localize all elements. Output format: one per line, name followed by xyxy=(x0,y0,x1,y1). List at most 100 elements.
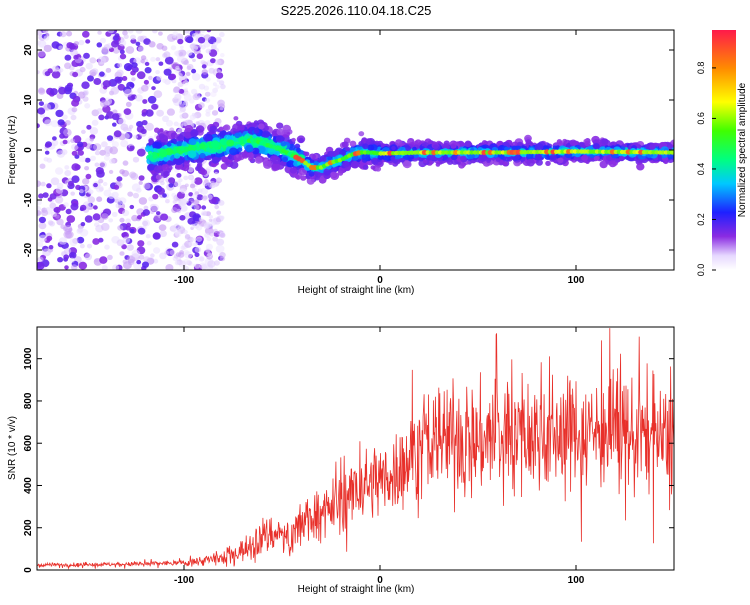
spectrogram-point-108 xyxy=(101,141,108,148)
spectrogram-point-968 xyxy=(192,263,196,267)
spectrogram-point-3224 xyxy=(341,141,349,148)
spectrogram-point-779 xyxy=(41,209,49,217)
spectrogram-y-label: Frequency (Hz) xyxy=(7,116,18,185)
spectrogram-point-424 xyxy=(142,99,148,104)
spectrogram-point-1032 xyxy=(206,236,212,242)
spectrogram-point-852 xyxy=(96,108,103,114)
spectrogram-point-656 xyxy=(123,108,132,115)
spectrogram-point-3617 xyxy=(495,157,501,162)
spectrogram-point-1037 xyxy=(192,58,196,62)
spectrogram-point-661 xyxy=(70,203,79,211)
spectrogram-point-3589 xyxy=(367,144,375,151)
spectrogram-point-199 xyxy=(165,199,170,204)
spectrogram-point-120 xyxy=(153,90,163,98)
spectrogram-point-870 xyxy=(187,217,195,225)
spectrogram-point-712 xyxy=(84,253,93,261)
spectrogram-point-898 xyxy=(122,126,129,132)
spectrogram-point-629 xyxy=(37,210,42,216)
spectrogram-point-280 xyxy=(138,254,145,260)
spectrogram-point-828 xyxy=(197,36,206,44)
spectrogram-point-254 xyxy=(143,79,149,85)
spectrogram-point-1008 xyxy=(172,34,177,39)
spectrogram-point-3606 xyxy=(412,146,417,151)
spectrogram-point-398 xyxy=(77,227,84,233)
spectrogram-point-586 xyxy=(145,109,154,117)
spectrogram-point-1018 xyxy=(204,120,211,126)
spectrogram-point-3587 xyxy=(209,125,218,134)
spectrogram-point-998 xyxy=(206,223,210,227)
spectrogram-point-3527 xyxy=(534,153,542,161)
snr-y-ticks: 0 200 400 600 800 1000 xyxy=(23,347,674,573)
spectrogram-point-508 xyxy=(112,264,120,270)
spectrogram-point-837 xyxy=(155,70,160,75)
spectrogram-point-2930 xyxy=(254,156,263,164)
spectrogram-point-578 xyxy=(200,60,206,65)
spectrogram-point-851 xyxy=(42,30,49,33)
figure-title: S225.2026.110.04.18.C25 xyxy=(281,3,432,18)
spectrogram-point-890 xyxy=(113,184,120,190)
colorbar-tick-label: 0.2 xyxy=(696,213,706,226)
spectrogram-point-768 xyxy=(211,110,219,116)
spectrogram-point-3315 xyxy=(154,142,162,149)
spectrogram-point-961 xyxy=(219,252,226,258)
spectrogram-point-3557 xyxy=(200,169,208,176)
spectrogram-point-19 xyxy=(82,178,90,185)
spectrogram-point-2767 xyxy=(362,164,369,170)
spectrogram-point-1027 xyxy=(191,88,198,95)
spectrogram-point-2347 xyxy=(375,166,382,172)
spectrogram-x-label: Height of straight line (km) xyxy=(298,285,415,296)
spectrogram-point-466 xyxy=(194,177,203,185)
spectrogram-point-1046 xyxy=(179,188,184,193)
spectrogram-point-458 xyxy=(62,114,68,120)
spectrogram-point-3160 xyxy=(184,132,191,139)
spectrogram-point-504 xyxy=(122,209,130,217)
spectrogram-point-3326 xyxy=(253,128,260,134)
spectrogram-point-877 xyxy=(200,30,206,33)
spectrogram-point-957 xyxy=(183,229,188,235)
spectrogram-point-212 xyxy=(204,91,211,97)
spectrogram-point-658 xyxy=(114,33,120,38)
spectrogram-point-1019 xyxy=(198,217,204,222)
spectrogram-point-3464 xyxy=(608,160,617,168)
spectrogram-point-142 xyxy=(120,140,129,148)
spectrogram-point-3039 xyxy=(223,124,231,131)
spectrogram-point-2622 xyxy=(147,147,152,152)
spectrogram-point-732 xyxy=(153,232,161,240)
spectrogram-point-962 xyxy=(195,121,200,126)
spectrogram-point-337 xyxy=(81,129,86,134)
spectrogram-point-793 xyxy=(56,93,64,99)
colorbar-tick-label: 0.8 xyxy=(696,62,706,75)
spectrogram-point-3515 xyxy=(221,156,228,162)
spectrogram-point-972 xyxy=(210,91,217,98)
spectrogram-point-3583 xyxy=(237,147,243,152)
spectrogram-point-451 xyxy=(129,204,135,210)
spectrogram-point-729 xyxy=(114,198,120,203)
spectrogram-point-1013 xyxy=(216,78,221,83)
spectrogram-point-414 xyxy=(98,178,104,184)
spectrogram-point-1057 xyxy=(194,242,198,246)
spectrogram-point-717 xyxy=(189,183,196,189)
spectrogram-point-2805 xyxy=(147,163,156,171)
spectrogram-point-3429 xyxy=(569,139,577,146)
spectrogram-point-926 xyxy=(184,87,189,92)
spectrogram-point-622 xyxy=(37,199,42,206)
spectrogram-point-751 xyxy=(140,55,147,61)
spectrogram-point-29 xyxy=(125,218,131,224)
spectrogram-point-256 xyxy=(214,37,222,44)
spectrogram-point-606 xyxy=(37,123,40,129)
spectrogram-point-217 xyxy=(196,53,203,60)
spectrogram-point-3243 xyxy=(535,159,543,166)
spectrogram-point-690 xyxy=(55,167,64,175)
spectrogram-point-648 xyxy=(44,142,51,148)
spectrogram-point-3523 xyxy=(262,130,270,138)
spectrogram-point-563 xyxy=(218,80,225,86)
spectrogram-point-3298 xyxy=(670,139,674,145)
spectrogram-point-184 xyxy=(85,39,91,44)
spectrogram-point-2669 xyxy=(190,129,199,137)
spectrogram-point-1012 xyxy=(179,45,184,49)
spectrogram-point-340 xyxy=(153,247,161,254)
spectrogram-point-765 xyxy=(170,45,177,51)
spectrogram-point-770 xyxy=(145,234,151,239)
spectrogram-point-824 xyxy=(42,248,51,257)
